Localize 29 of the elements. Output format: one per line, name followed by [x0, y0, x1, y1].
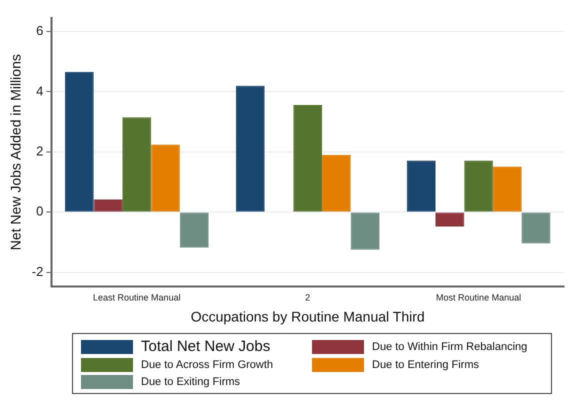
- bar: [350, 212, 380, 250]
- bar: [65, 72, 94, 212]
- y-tick-label: 0: [36, 204, 44, 219]
- bar: [406, 160, 436, 212]
- bar: [236, 86, 265, 212]
- legend-label: Due to Across Firm Growth: [141, 359, 274, 371]
- y-tick-label: 6: [36, 23, 44, 38]
- x-tick-label: Most Routine Manual: [436, 292, 522, 302]
- y-tick-label: 4: [36, 83, 44, 98]
- legend-label: Due to Exiting Firms: [141, 376, 240, 388]
- bar: [94, 199, 122, 212]
- bar: [293, 104, 322, 212]
- y-tick-label: -2: [32, 264, 44, 279]
- legend-label: Due to Entering Firms: [372, 359, 479, 371]
- bar: [180, 212, 209, 248]
- y-axis-title: Net New Jobs Added in Millions: [7, 54, 24, 250]
- bar: [464, 160, 493, 212]
- legend-label: Due to Within Firm Rebalancing: [372, 340, 528, 352]
- x-tick-label: Least Routine Manual: [93, 292, 181, 302]
- x-tick-label: 2: [305, 292, 310, 302]
- legend-label: Total Net New Jobs: [141, 338, 270, 355]
- bar: [322, 154, 351, 212]
- bar: [151, 144, 180, 212]
- y-tick-label: 2: [36, 143, 44, 158]
- bar: [492, 166, 522, 212]
- x-axis-title: Occupations by Routine Manual Third: [190, 308, 425, 324]
- bar: [522, 212, 550, 244]
- bar: [122, 117, 152, 212]
- bar: [436, 212, 464, 227]
